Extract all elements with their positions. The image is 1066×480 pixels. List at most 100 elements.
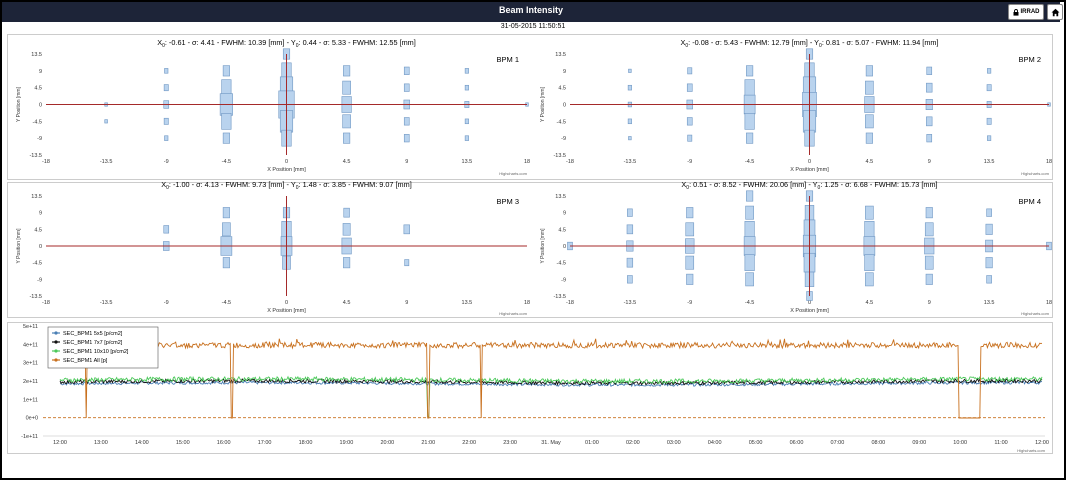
bpm-marker <box>163 84 169 92</box>
x-tick-label: 06:00 <box>790 440 804 446</box>
bpm-marker <box>221 113 232 130</box>
x-tick-label: 09:00 <box>912 440 926 446</box>
bpm-marker <box>342 223 351 236</box>
home-button[interactable] <box>1047 4 1063 20</box>
y-tick-label: 4.5 <box>34 86 42 92</box>
x-tick-label: 02:00 <box>626 440 640 446</box>
y-tick-label: 13.5 <box>555 52 566 58</box>
highcharts-credit: Highcharts.com <box>1017 448 1045 453</box>
legend-entry: SEC_BPM1 5x5 [p/cm2] <box>63 331 123 337</box>
bpm-stats-title: X0: -0.08 - σ: 5.43 - FWHM: 12.79 [mm] -… <box>680 38 938 49</box>
bpm-chart-1: X0: -0.61 - σ: 4.41 - FWHM: 10.39 [mm] -… <box>16 38 530 176</box>
bpm-stats-title: X0: -0.61 - σ: 4.41 - FWHM: 10.39 [mm] -… <box>157 38 416 49</box>
y-tick-label: 0 <box>563 244 566 250</box>
x-tick-label: 07:00 <box>831 440 845 446</box>
x-tick-label: 9 <box>405 300 408 306</box>
x-axis-label: X Position [mm] <box>790 308 829 314</box>
x-tick-label: -13.5 <box>624 159 637 165</box>
bpm-chart-2: X0: -0.08 - σ: 5.43 - FWHM: 12.79 [mm] -… <box>540 38 1052 176</box>
bpm-marker <box>164 68 169 74</box>
series-line <box>59 375 1043 418</box>
y-tick-label: 4.5 <box>34 227 42 233</box>
bpm-marker <box>926 66 933 75</box>
bpm-marker <box>342 80 351 95</box>
bpm-marker <box>745 205 754 220</box>
x-tick-label: 18 <box>524 300 530 306</box>
x-tick-label: 4.5 <box>343 159 351 165</box>
irrad-button[interactable]: IRRAD <box>1008 4 1044 20</box>
bpm-marker <box>403 83 410 92</box>
bpm-stats-title: X0: 0.51 - σ: 8.52 - FWHM: 20.06 [mm] - … <box>681 180 937 191</box>
bpm-marker <box>163 225 170 234</box>
bpm-marker <box>464 84 469 91</box>
x-tick-label: 16:00 <box>217 440 231 446</box>
bpm-marker <box>104 119 108 124</box>
x-tick-label: 03:00 <box>667 440 681 446</box>
x-tick-label: 18:00 <box>299 440 313 446</box>
x-tick-label: 4.5 <box>866 300 874 306</box>
bpm-marker <box>985 257 993 269</box>
x-axis-label: X Position [mm] <box>790 167 829 173</box>
bpm-marker <box>403 66 410 75</box>
bpm-marker <box>987 68 992 74</box>
y-tick-label: 0 <box>563 103 566 109</box>
x-tick-label: 19:00 <box>340 440 354 446</box>
bpm-stats-title: X0: -1.00 - σ: 4.13 - FWHM: 9.73 [mm] - … <box>161 180 411 191</box>
highcharts-credit: Highcharts.com <box>499 311 527 316</box>
bpm-marker <box>343 207 350 218</box>
x-tick-label: 0 <box>285 159 288 165</box>
bpm-marker <box>686 117 693 126</box>
bpm-marker <box>685 222 695 237</box>
page-title: Beam Intensity <box>498 5 564 15</box>
bpm-marker <box>222 65 230 77</box>
y-tick-label: 9 <box>39 69 42 75</box>
bpm-marker <box>221 79 232 96</box>
x-tick-label: -18 <box>566 159 574 165</box>
x-tick-label: 11:00 <box>994 440 1007 446</box>
x-tick-label: -4.5 <box>745 159 754 165</box>
bpm-name-label: BPM 2 <box>1018 55 1041 64</box>
bpm-marker <box>628 136 632 141</box>
bpm-marker <box>744 221 755 238</box>
y-tick-label: -13.5 <box>553 294 566 300</box>
x-tick-label: -13.5 <box>100 300 113 306</box>
bpm-marker <box>627 208 633 217</box>
bpm-marker <box>925 207 933 219</box>
x-tick-label: 9 <box>928 300 931 306</box>
x-tick-label: 12:00 <box>1035 440 1049 446</box>
bpm-marker <box>222 132 230 144</box>
bpm-marker <box>745 272 754 287</box>
bpm-marker <box>924 222 934 237</box>
bpm-marker <box>686 83 693 92</box>
y-tick-label: -4.5 <box>33 119 42 125</box>
x-tick-label: -9 <box>687 159 692 165</box>
x-tick-label: 04:00 <box>708 440 722 446</box>
bpm-marker <box>865 80 874 95</box>
bpm-marker <box>865 205 874 220</box>
x-tick-label: 21:00 <box>421 440 435 446</box>
bpm-marker <box>404 259 410 267</box>
bpm-marker <box>403 117 410 126</box>
legend-box <box>47 326 159 369</box>
x-tick-label: 18 <box>1046 300 1052 306</box>
y-tick-label: 9 <box>39 211 42 217</box>
x-tick-label: 18 <box>1046 159 1052 165</box>
y-tick-label: 13.5 <box>31 52 42 58</box>
series-line <box>59 377 1043 386</box>
bpm-marker <box>627 118 632 125</box>
legend-entry: SEC_BPM1 7x7 [p/cm2] <box>63 340 123 346</box>
bpm-marker <box>926 134 933 143</box>
x-tick-label: -18 <box>566 300 574 306</box>
bpm-marker <box>746 190 754 202</box>
bpm-marker <box>343 132 351 144</box>
y-tick-label: 13.5 <box>555 194 566 200</box>
x-tick-label: 20:00 <box>380 440 394 446</box>
highcharts-credit: Highcharts.com <box>1021 171 1049 176</box>
bpm-marker <box>986 275 992 284</box>
x-tick-label: 4.5 <box>343 300 351 306</box>
irrad-label: IRRAD <box>1020 9 1040 15</box>
bpm-marker <box>865 114 874 129</box>
bpm-marker <box>926 82 933 93</box>
y-tick-label: -4.5 <box>33 261 42 267</box>
x-tick-label: -13.5 <box>624 300 637 306</box>
